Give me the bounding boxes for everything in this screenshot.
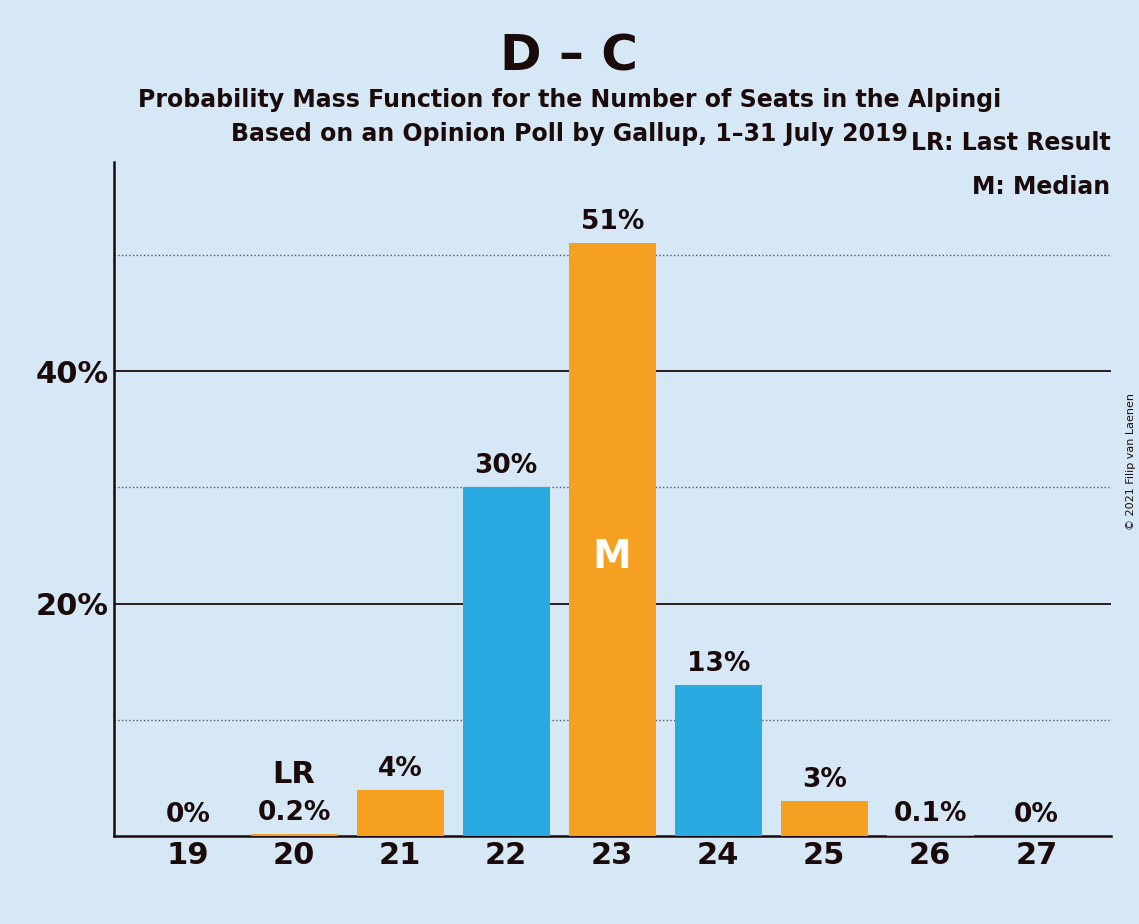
Text: 13%: 13% <box>687 650 749 677</box>
Text: 3%: 3% <box>802 767 846 793</box>
Text: 0%: 0% <box>1014 802 1059 828</box>
Text: LR: Last Result: LR: Last Result <box>911 131 1111 155</box>
Bar <box>251 833 337 836</box>
Bar <box>462 487 550 836</box>
Text: 4%: 4% <box>378 756 423 782</box>
Text: LR: LR <box>272 760 316 788</box>
Text: Probability Mass Function for the Number of Seats in the Alpingi: Probability Mass Function for the Number… <box>138 88 1001 112</box>
Text: D – C: D – C <box>500 32 639 80</box>
Text: 51%: 51% <box>581 209 644 235</box>
Text: 0.1%: 0.1% <box>893 801 967 827</box>
Text: M: M <box>592 539 632 577</box>
Bar <box>568 243 656 836</box>
Text: 30%: 30% <box>475 453 538 480</box>
Text: 0.2%: 0.2% <box>257 800 330 826</box>
Text: M: Median: M: Median <box>973 175 1111 199</box>
Text: Based on an Opinion Poll by Gallup, 1–31 July 2019: Based on an Opinion Poll by Gallup, 1–31… <box>231 122 908 146</box>
Text: © 2021 Filip van Laenen: © 2021 Filip van Laenen <box>1126 394 1136 530</box>
Bar <box>674 685 762 836</box>
Text: 0%: 0% <box>165 802 211 828</box>
Bar <box>357 790 443 836</box>
Bar <box>887 835 974 836</box>
Bar <box>781 801 868 836</box>
